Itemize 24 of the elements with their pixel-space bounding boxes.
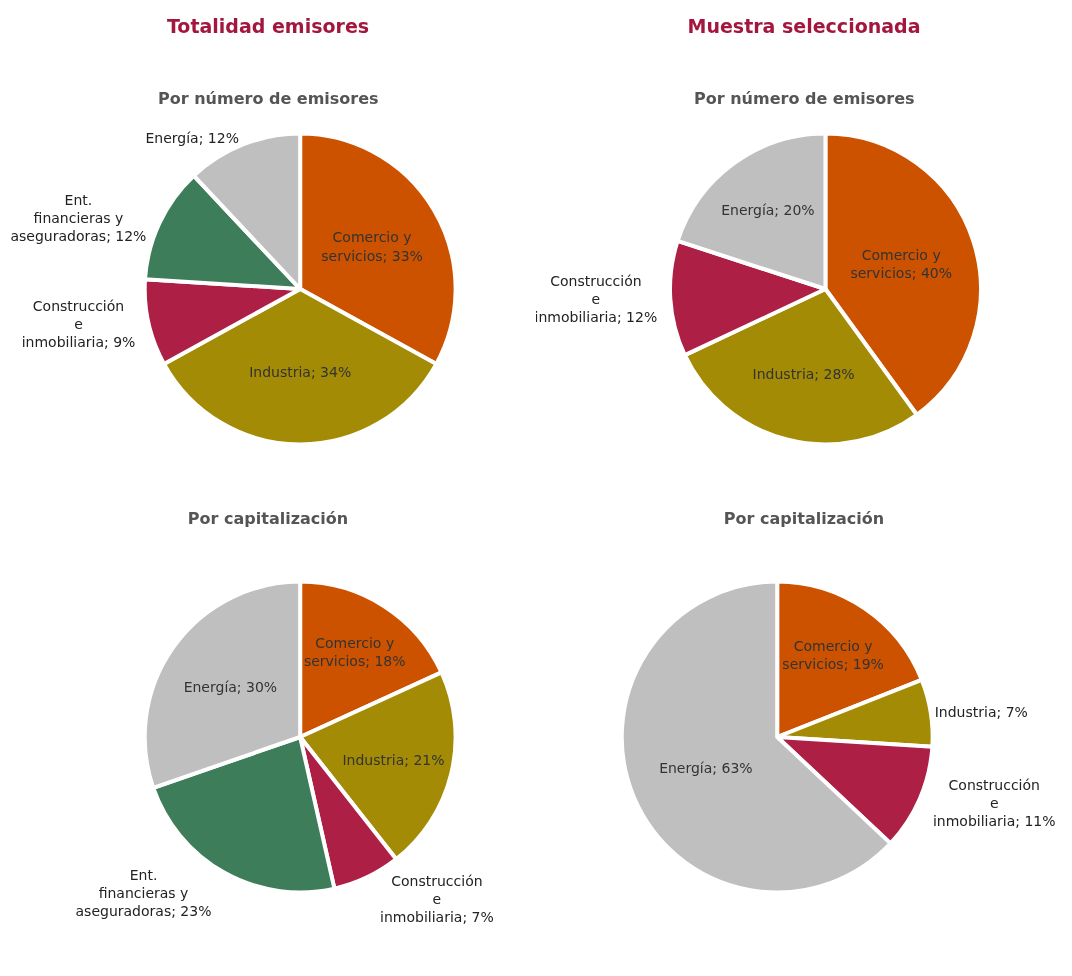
- slice-label: Comercio y servicios; 19%: [782, 637, 884, 672]
- slice-label: Industria; 7%: [934, 704, 1028, 721]
- chart-title: Por capitalización: [187, 508, 349, 528]
- slice-label: Industria; 21%: [342, 751, 445, 768]
- chart-subtitle: Por número de emisores: [694, 89, 915, 108]
- chart-subtitle: Por número de emisores: [158, 89, 379, 108]
- slice-label: Construcción e inmobiliaria; 9%: [21, 297, 136, 351]
- slice-label: Energía; 12%: [145, 129, 239, 146]
- slice-label: Construcción e inmobiliaria; 11%: [932, 776, 1056, 830]
- slice-label: Construcción e inmobiliaria; 7%: [380, 872, 494, 925]
- slice-label: Comercio y servicios; 18%: [303, 635, 406, 670]
- slice-label: Energía; 20%: [721, 201, 815, 218]
- slice-label: Comercio y servicios; 40%: [850, 247, 952, 282]
- chart-title: Muestra seleccionada: [687, 14, 921, 37]
- slice-label: Comercio y servicios; 33%: [321, 229, 423, 264]
- slice-label: Industria; 34%: [249, 363, 352, 380]
- chart-title: Por capitalización: [723, 508, 885, 528]
- slice-label: Energía; 63%: [659, 759, 753, 776]
- slice-label: Energía; 30%: [183, 679, 278, 696]
- slice-label: Construcción e inmobiliaria; 12%: [534, 272, 658, 326]
- slice-label: Ent. financieras y aseguradoras; 23%: [75, 866, 212, 920]
- slice-label: Ent. financieras y aseguradoras; 12%: [10, 191, 147, 245]
- slice-label: Industria; 28%: [752, 366, 855, 383]
- chart-title: Totalidad emisores: [166, 14, 370, 37]
